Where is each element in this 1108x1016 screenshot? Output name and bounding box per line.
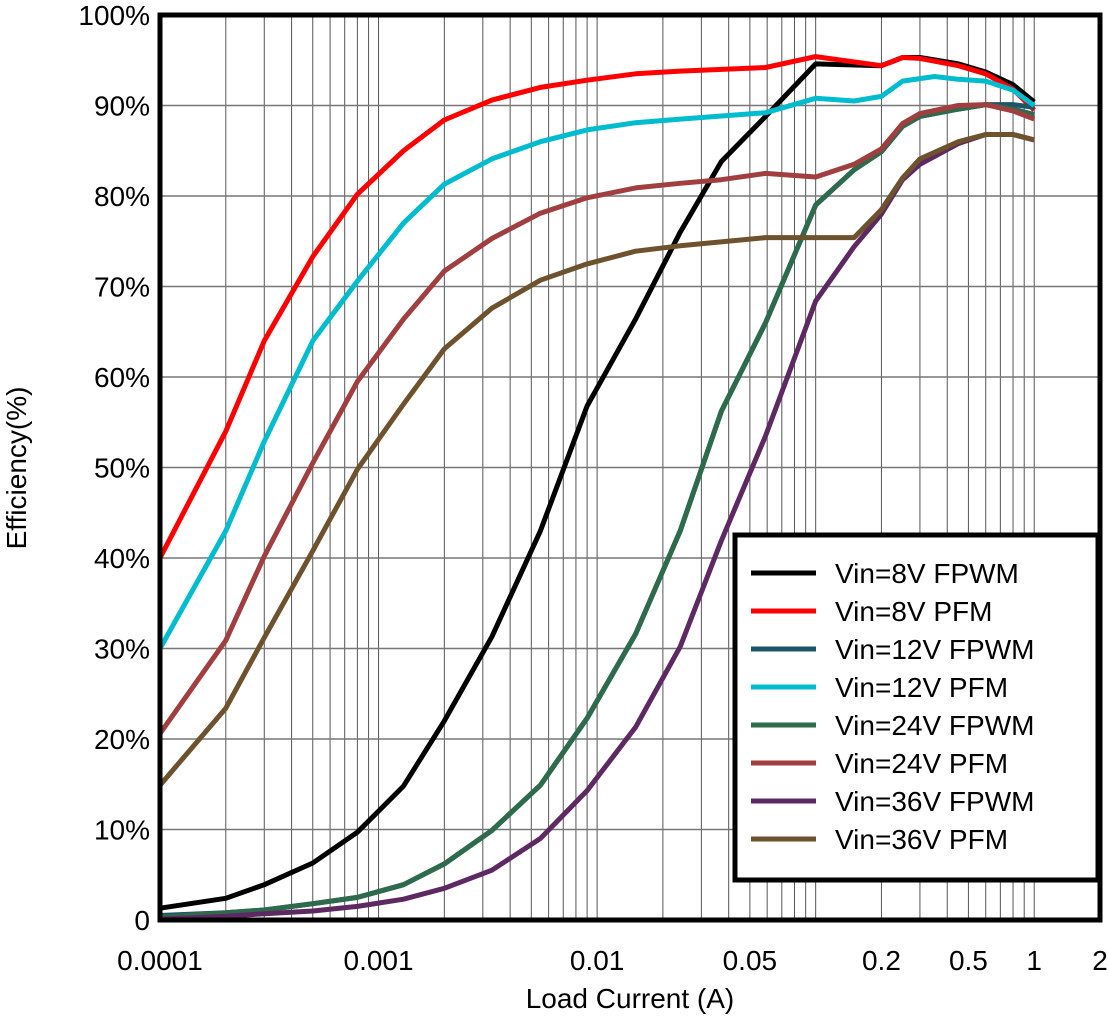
series-line-4: [159, 102, 1035, 920]
plot-frame: [157, 12, 1103, 923]
y-tick-label: 50%: [94, 453, 150, 484]
y-tick-label: 70%: [94, 272, 150, 303]
legend-box: [732, 532, 1101, 883]
x-tick-label: 0.5: [949, 945, 988, 976]
y-tick-label: 80%: [94, 181, 150, 212]
x-tick-label: 0.05: [723, 945, 778, 976]
x-axis-label: Load Current (A): [526, 983, 735, 1014]
legend-label: Vin=8V PFM: [835, 596, 992, 627]
legend-label: Vin=36V PFM: [835, 824, 1008, 855]
x-tick-label: 0.2: [862, 945, 901, 976]
legend-label: Vin=12V PFM: [835, 672, 1008, 703]
y-tick-label: 90%: [94, 91, 150, 122]
y-tick-label: 100%: [78, 0, 150, 31]
legend-item: Vin=36V PFM: [751, 824, 1008, 855]
legend-label: Vin=12V FPWM: [835, 634, 1034, 665]
y-tick-label: 60%: [94, 362, 150, 393]
y-tick-label: 10%: [94, 815, 150, 846]
y-tick-label: 30%: [94, 634, 150, 665]
legend-label: Vin=24V PFM: [835, 748, 1008, 779]
x-tick-label: 2: [1092, 945, 1108, 976]
y-tick-label: 0: [134, 905, 150, 936]
series-lines: [157, 54, 1036, 922]
x-tick-label: 0.01: [570, 945, 625, 976]
legend-label: Vin=24V FPWM: [835, 710, 1034, 741]
legend-item: Vin=8V FPWM: [751, 558, 1019, 589]
x-tick-label: 1: [1026, 945, 1042, 976]
x-tick-label: 0.0001: [117, 945, 203, 976]
legend-item: Vin=8V PFM: [751, 596, 992, 627]
y-tick-label: 40%: [94, 543, 150, 574]
x-tick-labels: 0.0001 0.001 0.01 0.05 0.2 0.5 1 2: [117, 945, 1108, 976]
legend-label: Vin=36V FPWM: [835, 786, 1034, 817]
series-line-3: [157, 74, 1036, 650]
legend-item: Vin=12V PFM: [751, 672, 1008, 703]
y-tick-label: 20%: [94, 724, 150, 755]
series-line-5: [157, 102, 1036, 736]
y-tick-labels: 0 10% 20% 30% 40% 50% 60% 70% 80% 90% 100%: [78, 0, 150, 936]
legend-item: Vin=36V FPWM: [751, 786, 1034, 817]
series-line-7: [158, 132, 1035, 787]
series-line-1: [157, 54, 1036, 560]
legend-label: Vin=8V FPWM: [835, 558, 1019, 589]
x-tick-label: 0.001: [344, 945, 414, 976]
legend: Vin=8V FPWM Vin=8V PFM Vin=12V FPWM Vin=12V…: [732, 532, 1101, 883]
legend-item: Vin=24V PFM: [751, 748, 1008, 779]
legend-item: Vin=12V FPWM: [751, 634, 1034, 665]
series-line-6: [159, 132, 1035, 922]
y-axis-label: Efficiency(%): [1, 387, 32, 550]
legend-item: Vin=24V FPWM: [751, 710, 1034, 741]
